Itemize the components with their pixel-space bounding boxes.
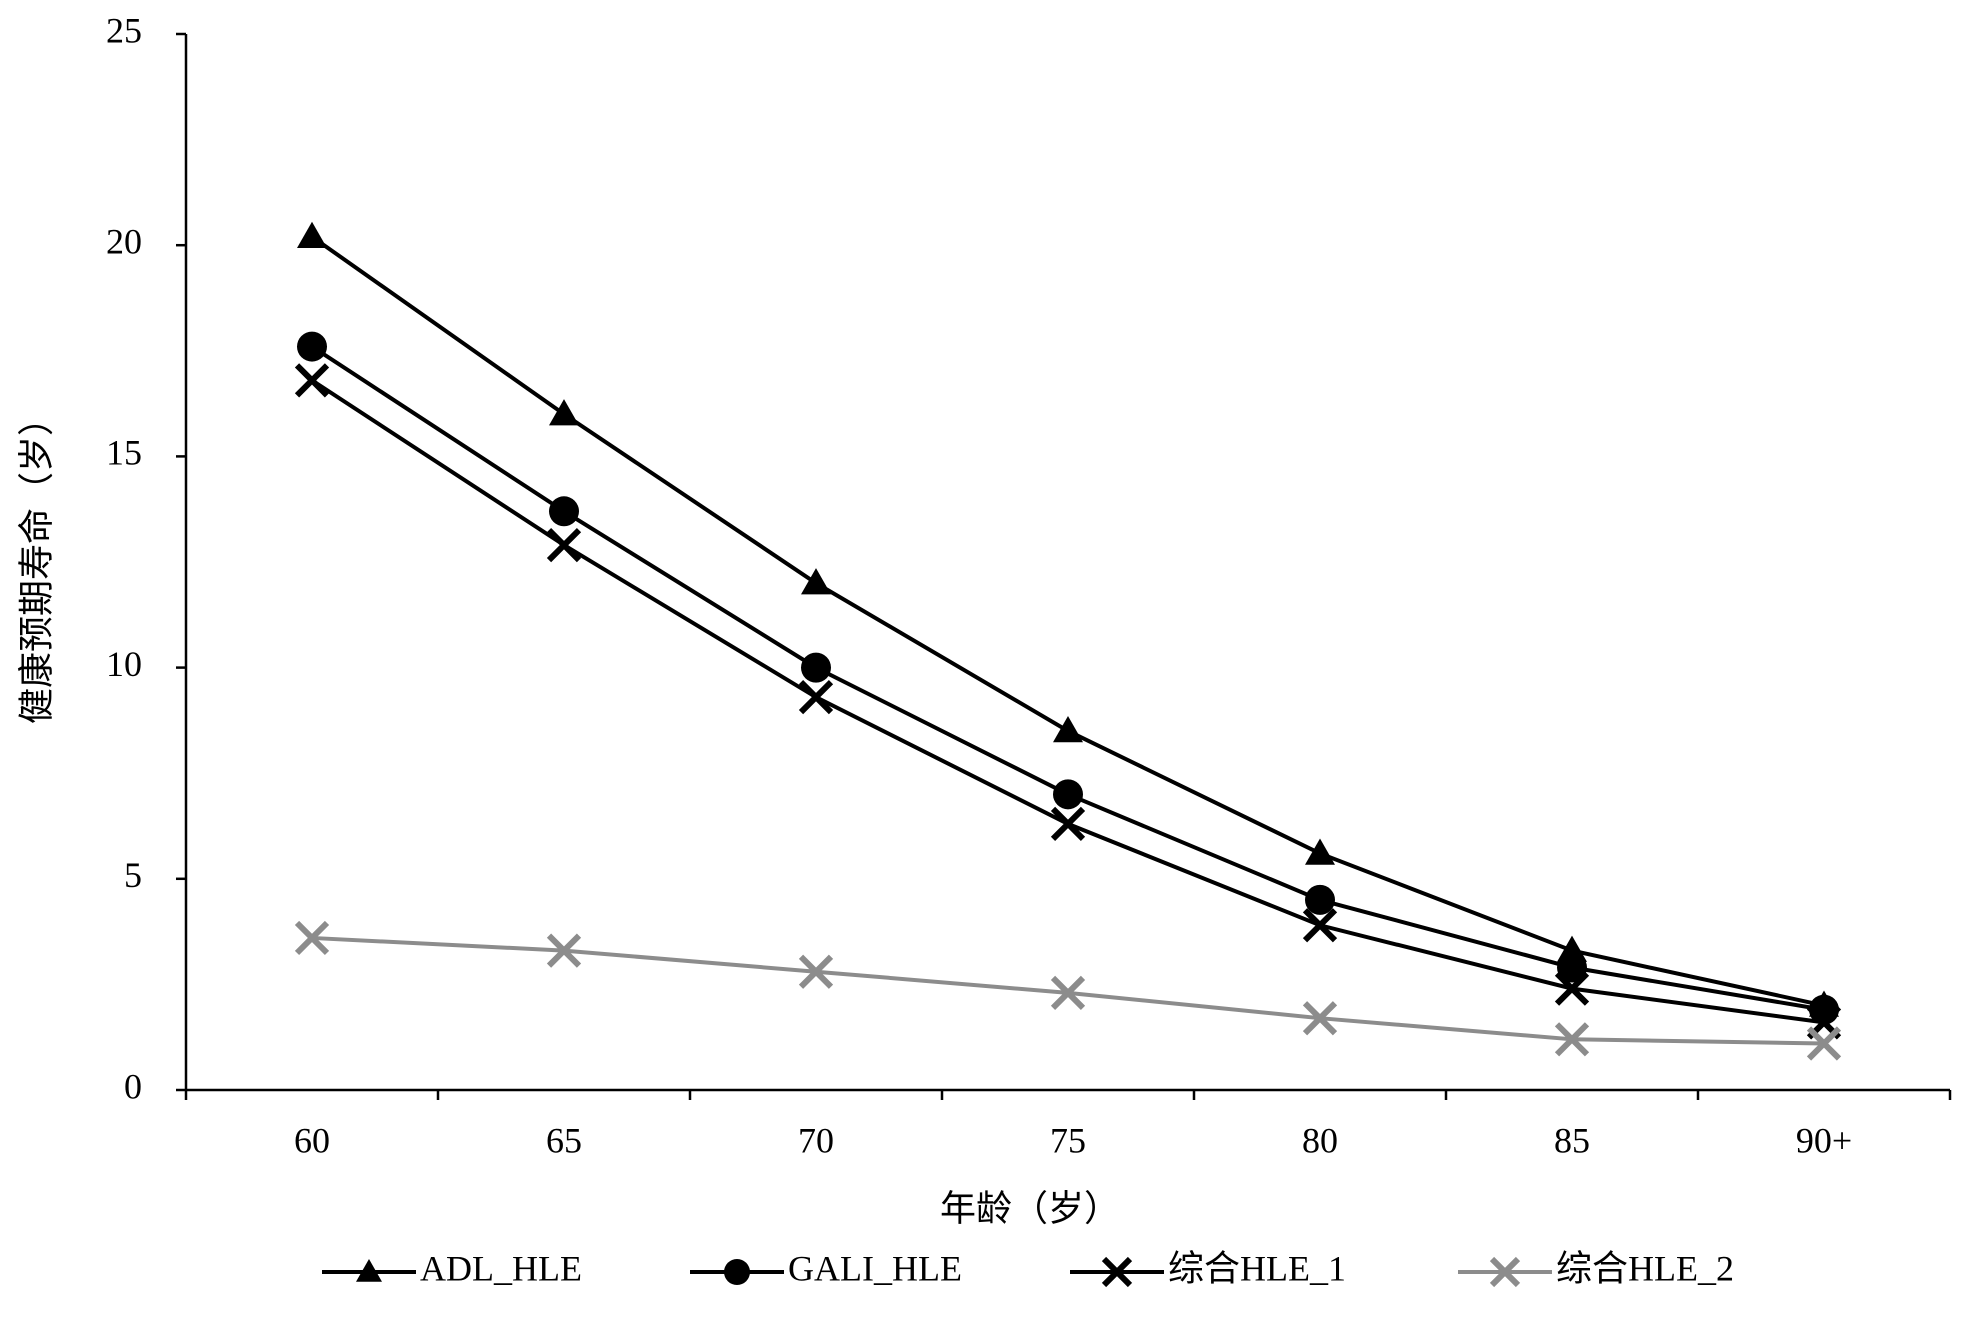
series-line <box>310 235 1825 1008</box>
marker <box>1050 975 1086 1010</box>
marker <box>549 399 579 426</box>
x-tick-label: 65 <box>546 1120 582 1160</box>
marker <box>546 933 582 968</box>
marker <box>1557 952 1587 983</box>
legend-label: ADL_HLE <box>420 1248 582 1288</box>
x-axis-label: 年龄（岁） <box>940 1188 1120 1228</box>
marker <box>1302 908 1338 943</box>
marker <box>1305 838 1335 865</box>
marker <box>1053 715 1083 743</box>
marker <box>297 331 327 362</box>
marker <box>1806 1026 1842 1061</box>
legend-marker <box>1489 1256 1521 1288</box>
marker <box>1050 806 1086 842</box>
y-tick-label: 5 <box>124 855 142 895</box>
marker <box>294 920 330 956</box>
marker <box>549 496 579 527</box>
y-axis-label: 健康预期寿命（岁） <box>16 400 56 724</box>
x-tick-label: 75 <box>1050 1120 1086 1160</box>
legend-marker <box>724 1259 750 1285</box>
marker <box>294 363 330 398</box>
legend-label: GALI_HLE <box>788 1248 962 1288</box>
legend-label: 综合HLE_1 <box>1168 1248 1346 1288</box>
marker <box>1305 884 1335 915</box>
series-line <box>310 378 1825 1025</box>
legend-marker <box>1101 1256 1133 1288</box>
y-tick-label: 0 <box>124 1066 142 1106</box>
marker <box>798 680 834 715</box>
marker <box>1554 1022 1590 1057</box>
y-tick-label: 15 <box>106 433 142 473</box>
marker <box>801 568 831 595</box>
x-tick-label: 70 <box>798 1120 834 1160</box>
legend-label: 综合HLE_2 <box>1556 1248 1734 1288</box>
series-line <box>310 344 1825 1012</box>
x-tick-label: 90+ <box>1796 1120 1852 1160</box>
legend-marker <box>356 1259 382 1282</box>
x-tick-label: 85 <box>1554 1120 1590 1160</box>
marker <box>1053 779 1083 810</box>
y-tick-label: 25 <box>106 10 142 50</box>
marker <box>1302 1001 1338 1036</box>
marker <box>546 527 582 563</box>
marker <box>1554 971 1590 1006</box>
marker <box>297 221 327 249</box>
x-tick-label: 60 <box>294 1120 330 1160</box>
x-tick-label: 80 <box>1302 1120 1338 1160</box>
marker <box>801 652 831 683</box>
y-tick-label: 20 <box>106 221 142 261</box>
y-tick-label: 10 <box>106 644 142 684</box>
marker <box>798 954 834 989</box>
